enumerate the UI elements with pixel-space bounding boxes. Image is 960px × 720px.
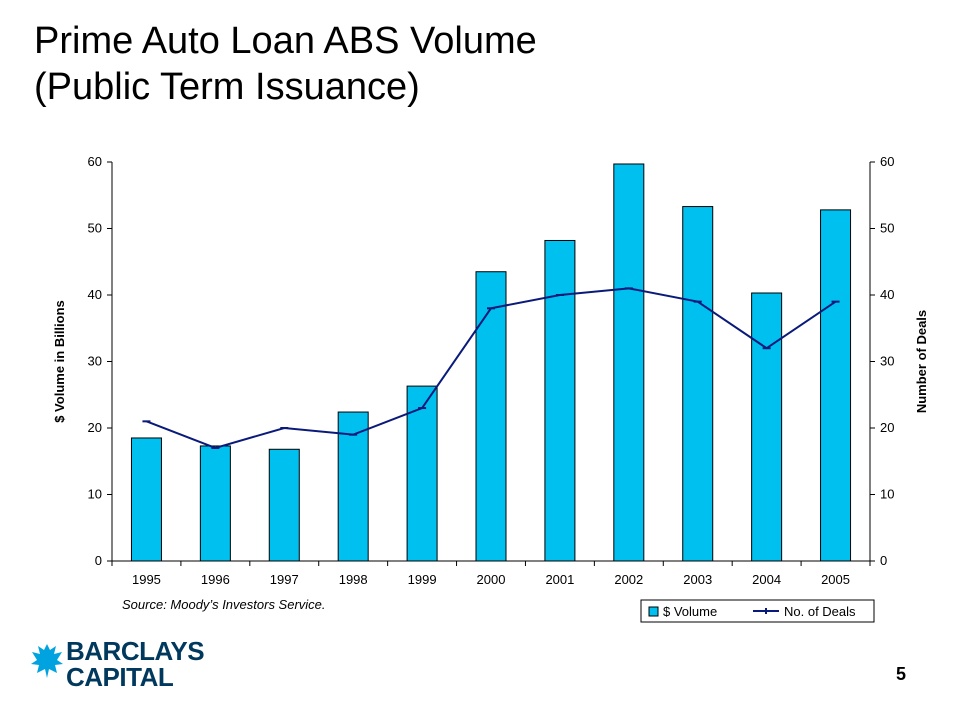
x-tick-label-2005: 2005	[821, 572, 850, 587]
volume-bars	[130, 163, 852, 562]
bar-1995	[130, 437, 162, 562]
bar-2003	[682, 206, 714, 562]
bar-2001	[544, 239, 576, 562]
logo-line-1: BARCLAYS	[66, 636, 205, 666]
y-tick-label: 40	[88, 287, 102, 302]
x-tick-label-2003: 2003	[683, 572, 712, 587]
x-tick-label-2004: 2004	[752, 572, 781, 587]
x-tick-label-2002: 2002	[614, 572, 643, 587]
eagle-icon	[31, 644, 63, 678]
barclays-capital-logo: BARCLAYS CAPITAL	[30, 636, 220, 694]
legend: $ Volume No. of Deals	[640, 599, 875, 623]
legend-label-volume: $ Volume	[663, 604, 717, 619]
y2-tick-label: 20	[880, 420, 894, 435]
bar-1997	[268, 448, 300, 562]
y2-tick-label: 40	[880, 287, 894, 302]
y-axis-title: $ Volume in Billions	[52, 300, 67, 423]
bar-1999	[406, 385, 438, 562]
x-tick-label-1998: 1998	[339, 572, 368, 587]
x-tick-label-2001: 2001	[545, 572, 574, 587]
axes	[107, 161, 875, 566]
logo-line-2: CAPITAL	[66, 662, 174, 692]
x-tick-label-1997: 1997	[270, 572, 299, 587]
bar-2002	[613, 163, 645, 562]
y-tick-label: 0	[95, 553, 102, 568]
slide-title: Prime Auto Loan ABS Volume (Public Term …	[34, 18, 934, 110]
y2-tick-label: 50	[880, 221, 894, 236]
x-tick-labels: 1995 1996 1997 1998 1999 2000 2001 2002 2003 2004…	[132, 572, 850, 587]
y-tick-label: 60	[88, 154, 102, 169]
y2-tick-label: 0	[880, 553, 887, 568]
y-tick-label: 50	[88, 221, 102, 236]
legend-label-deals: No. of Deals	[784, 604, 856, 619]
y2-axis-title: Number of Deals	[914, 310, 929, 413]
y-tick-label: 20	[88, 420, 102, 435]
bar-1996	[199, 445, 231, 562]
x-tick-label-2000: 2000	[477, 572, 506, 587]
bar-2000	[475, 271, 507, 562]
title-line-2: (Public Term Issuance)	[34, 66, 420, 108]
y2-tick-label: 30	[880, 354, 894, 369]
y-tick-labels: 0 10 20 30 40 50 60	[88, 154, 102, 568]
y2-tick-labels: 0 10 20 30 40 50 60	[880, 154, 894, 568]
deals-line	[142, 287, 840, 450]
bar-2005	[820, 209, 852, 562]
x-tick-label-1999: 1999	[408, 572, 437, 587]
y2-tick-label: 60	[880, 154, 894, 169]
legend-swatch-volume	[648, 606, 659, 617]
x-tick-label-1995: 1995	[132, 572, 161, 587]
y-tick-label: 10	[88, 487, 102, 502]
bar-2004	[751, 292, 783, 562]
y-tick-label: 30	[88, 354, 102, 369]
page-number: 5	[896, 664, 907, 684]
x-tick-label-1996: 1996	[201, 572, 230, 587]
title-line-1: Prime Auto Loan ABS Volume	[34, 20, 537, 62]
source-note: Source: Moody’s Investors Service.	[122, 597, 326, 612]
y2-tick-label: 10	[880, 487, 894, 502]
